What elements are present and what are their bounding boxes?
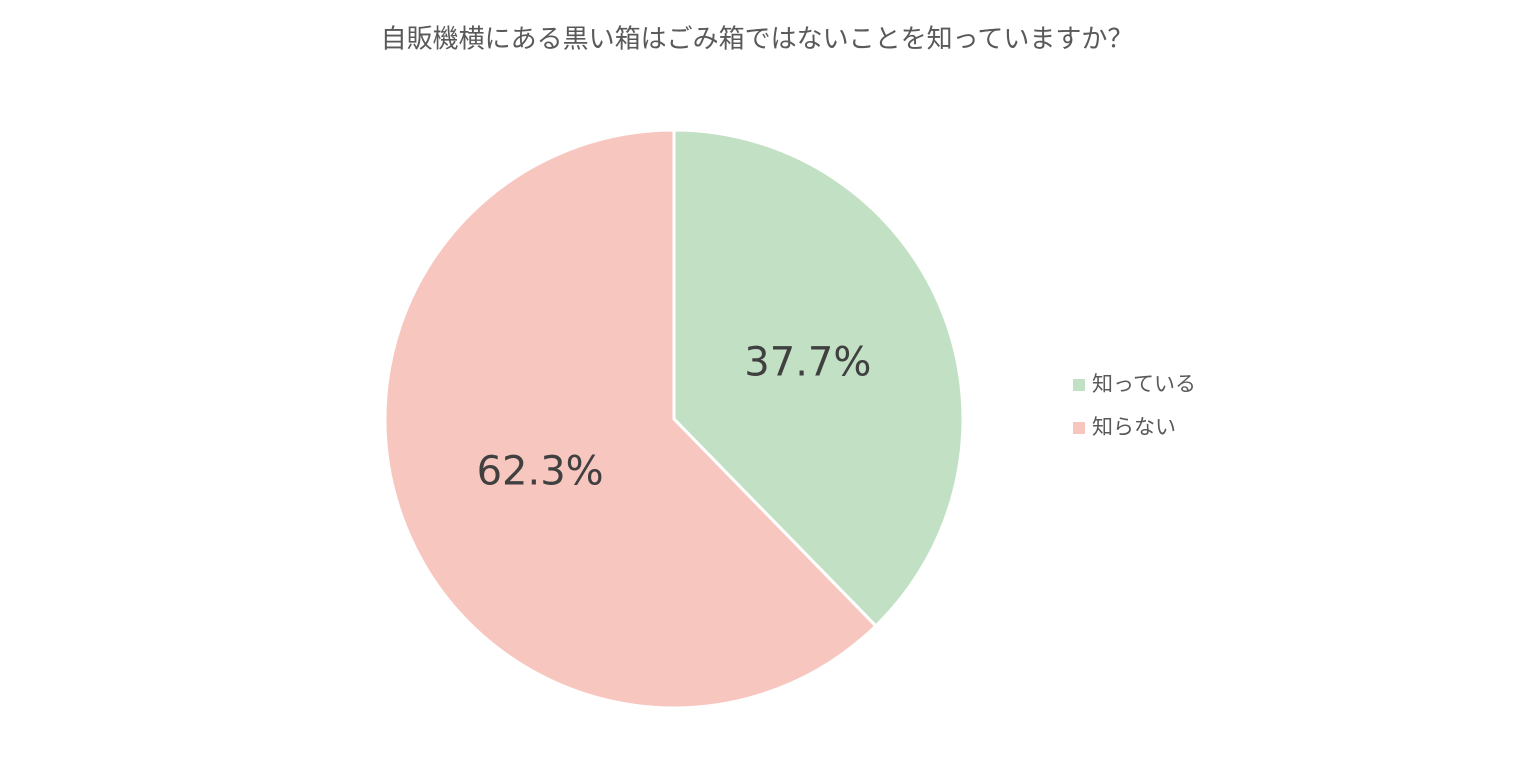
legend-label: 知らない: [1092, 415, 1176, 439]
legend-swatch: [1073, 422, 1085, 434]
legend-swatch: [1073, 379, 1085, 391]
pie-slice: [383, 128, 878, 710]
chart-title: 自販機横にある黒い箱はごみ箱ではないことを知っていますか？: [381, 25, 1134, 55]
legend-label: 知っている: [1092, 372, 1196, 396]
data-label: 62.3%: [477, 448, 604, 494]
data-label: 37.7%: [744, 340, 871, 386]
pie-slice: [672, 128, 965, 629]
